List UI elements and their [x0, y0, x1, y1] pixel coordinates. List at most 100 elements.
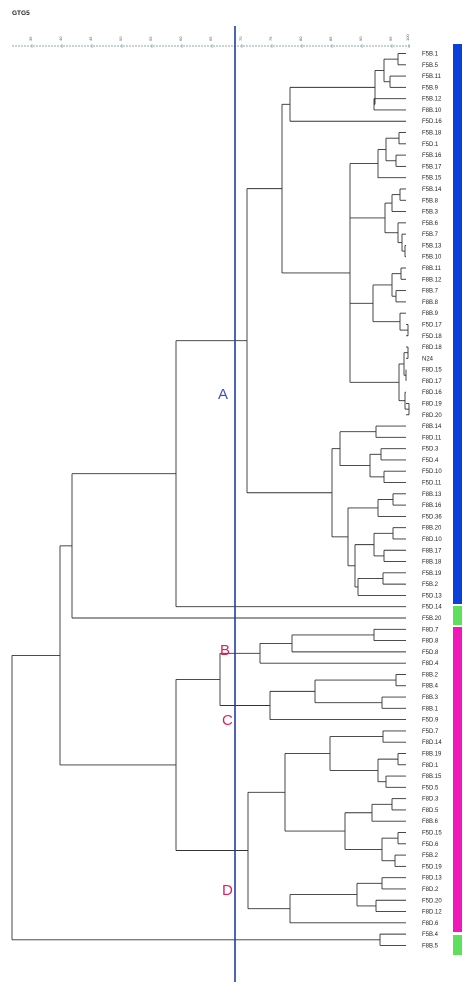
leaf-label: F5D.19 — [422, 864, 442, 870]
leaf-label: F5B.15 — [422, 176, 442, 182]
leaf-label: F5D.13 — [422, 593, 442, 599]
leaf-label: F5D.3 — [422, 447, 439, 453]
leaf-label: F5B.2 — [422, 853, 439, 859]
leaf-label: F5D.1 — [422, 142, 439, 148]
scale-tick-label: 40 — [58, 36, 63, 41]
leaf-label: F8B.5 — [422, 943, 439, 949]
leaf-label: F8B.1 — [422, 706, 439, 712]
leaf-label: F8D.20 — [422, 413, 442, 419]
leaf-label: F8D.4 — [422, 661, 439, 667]
leaf-label: F8B.9 — [422, 311, 439, 317]
leaf-label: F5B.12 — [422, 97, 442, 103]
scale-tick-label: 75 — [268, 36, 273, 41]
leaf-label: F5D.15 — [422, 831, 442, 837]
leaf-label: F5B.1 — [422, 52, 439, 58]
leaf-label: F8D.7 — [422, 627, 439, 633]
leaf-label: F8B.10 — [422, 108, 442, 114]
leaf-label: F8B.15 — [422, 774, 442, 780]
cluster-bar-magenta — [453, 627, 462, 932]
scale-tick-label: 85 — [328, 36, 333, 41]
leaf-label: F5B.14 — [422, 187, 442, 193]
cluster-label: A — [218, 386, 228, 403]
scale-tick-label: 55 — [148, 36, 153, 41]
leaf-label: F8D.13 — [422, 876, 442, 882]
leaf-label: F5B.7 — [422, 232, 439, 238]
leaf-label: F8D.11 — [422, 435, 442, 441]
leaf-label: F5D.8 — [422, 650, 439, 656]
leaf-label: F5B.2 — [422, 582, 439, 588]
leaf-label: F8D.3 — [422, 797, 439, 803]
leaf-label: F5B.5 — [422, 63, 439, 69]
leaf-label: F5D.16 — [422, 119, 442, 125]
leaf-label: F8D.12 — [422, 910, 442, 916]
leaf-label: F5B.6 — [422, 221, 439, 227]
leaf-label: F8B.4 — [422, 684, 439, 690]
leaf-label: F8D.14 — [422, 740, 442, 746]
leaf-label: F5D.9 — [422, 718, 439, 724]
scale-tick-label: 95 — [388, 36, 393, 41]
leaf-label: F8D.1 — [422, 763, 439, 769]
leaf-label: F8D.8 — [422, 639, 439, 645]
leaf-label: F8B.3 — [422, 695, 439, 701]
leaf-label: F5D.17 — [422, 322, 442, 328]
figure-title: GTG5 — [12, 10, 30, 17]
cluster-bar-green — [453, 935, 462, 955]
leaf-label: F5B.3 — [422, 210, 439, 216]
scale-tick-label: 70 — [238, 36, 243, 41]
leaf-label: F8D.6 — [422, 921, 439, 927]
leaf-label: F8D.17 — [422, 379, 442, 385]
leaf-label: N24 — [422, 356, 434, 362]
leaf-label: F5B.4 — [422, 932, 439, 938]
leaf-label: F5B.11 — [422, 74, 442, 80]
leaf-label: F5D.18 — [422, 334, 442, 340]
leaf-label: F5B.18 — [422, 131, 442, 137]
leaf-label: F8B.7 — [422, 289, 439, 295]
scale-tick-label: 35 — [28, 36, 33, 41]
scale-tick-label: 80 — [298, 36, 303, 41]
leaf-label: F5B.8 — [422, 198, 439, 204]
leaf-label: F8B.12 — [422, 277, 442, 283]
leaf-label: F5B.10 — [422, 255, 442, 261]
leaf-label: F8B.19 — [422, 751, 442, 757]
leaf-label: F8D.18 — [422, 345, 442, 351]
leaf-label: F5B.19 — [422, 571, 442, 577]
scale-tick-label: 65 — [208, 36, 213, 41]
leaf-label: F8B.6 — [422, 819, 439, 825]
leaf-label: F8D.2 — [422, 887, 439, 893]
leaf-label: F5D.7 — [422, 729, 439, 735]
cluster-label: D — [222, 882, 233, 899]
leaf-label: F5B.17 — [422, 164, 442, 170]
cluster-bar-green — [453, 606, 462, 625]
scale-tick-label: 50 — [118, 36, 123, 41]
cluster-label: B — [220, 642, 230, 659]
leaf-label: F8B.2 — [422, 672, 439, 678]
leaf-label: F5D.10 — [422, 469, 442, 475]
leaf-label: F5D.6 — [422, 842, 439, 848]
leaf-label: F5D.11 — [422, 481, 442, 487]
leaf-label: F8B.20 — [422, 526, 442, 532]
leaf-label: F8D.5 — [422, 808, 439, 814]
cluster-label: C — [222, 712, 233, 729]
scale-tick-label: 100 — [405, 34, 410, 41]
leaf-label: F5B.20 — [422, 616, 442, 622]
leaf-label: F8D.16 — [422, 390, 442, 396]
leaf-label: F5B.16 — [422, 153, 442, 159]
leaf-label: F5D.4 — [422, 458, 439, 464]
leaf-label: F8B.11 — [422, 266, 442, 272]
leaf-label: F8B.8 — [422, 300, 439, 306]
leaf-label: F5D.20 — [422, 898, 442, 904]
leaf-label: F8B.14 — [422, 424, 442, 430]
leaf-label: F5D.36 — [422, 514, 442, 520]
leaf-label: F5D.14 — [422, 605, 442, 611]
leaf-label: F8D.15 — [422, 368, 442, 374]
leaf-label: F8B.17 — [422, 548, 442, 554]
leaf-label: F5B.9 — [422, 85, 439, 91]
leaf-label: F8D.19 — [422, 401, 442, 407]
scale-tick-label: 45 — [88, 36, 93, 41]
leaf-label: F8D.10 — [422, 537, 442, 543]
leaf-label: F5B.13 — [422, 243, 442, 249]
scale-tick-label: 60 — [178, 36, 183, 41]
leaf-label: F8B.18 — [422, 560, 442, 566]
scale-tick-label: 90 — [358, 36, 363, 41]
